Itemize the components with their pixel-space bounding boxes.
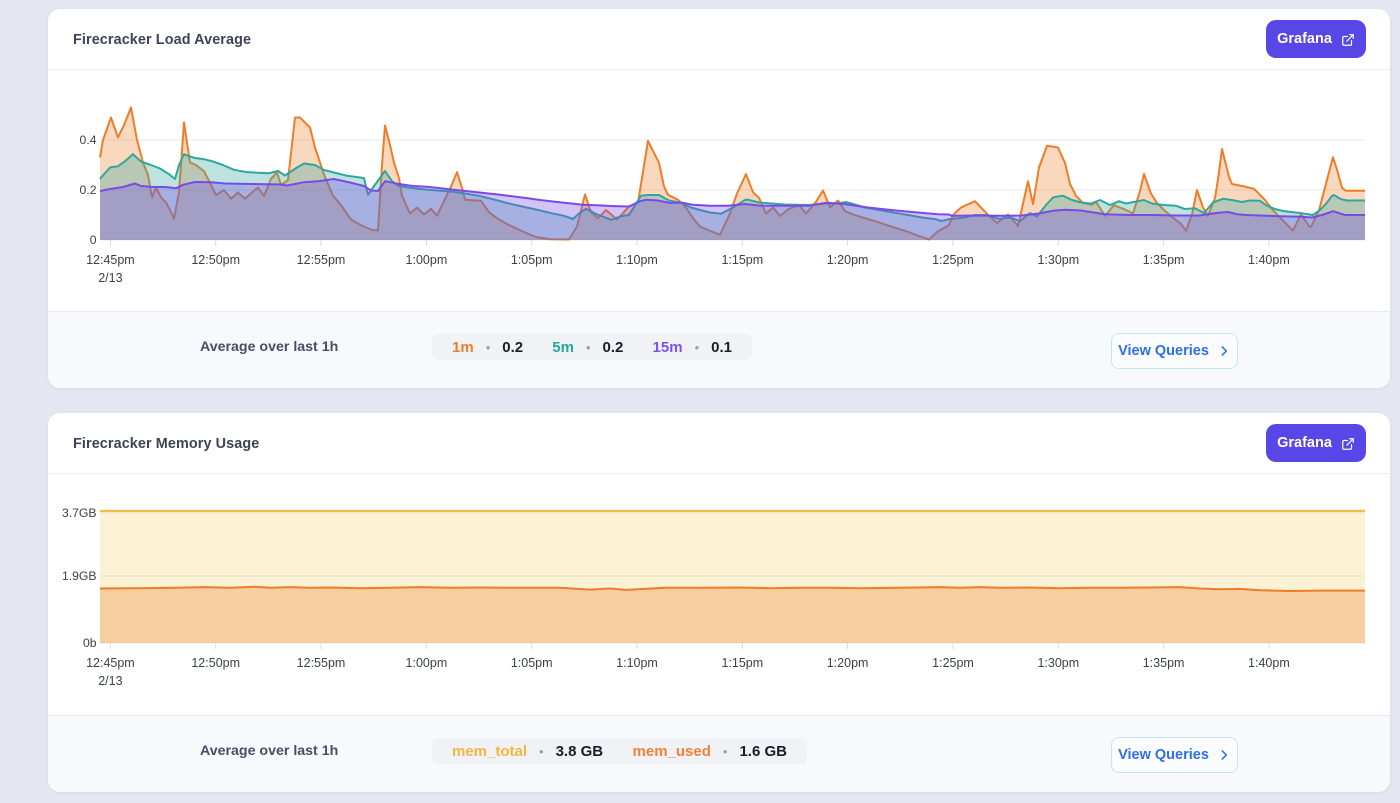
- svg-text:0b: 0b: [83, 636, 97, 650]
- svg-text:12:45pm: 12:45pm: [86, 253, 135, 267]
- svg-text:12:55pm: 12:55pm: [297, 656, 346, 670]
- svg-text:3.7GB: 3.7GB: [62, 506, 97, 520]
- svg-text:1:00pm: 1:00pm: [406, 656, 448, 670]
- svg-text:1:30pm: 1:30pm: [1037, 253, 1079, 267]
- svg-text:1.9GB: 1.9GB: [62, 569, 97, 583]
- svg-text:1:40pm: 1:40pm: [1248, 656, 1290, 670]
- svg-text:1:15pm: 1:15pm: [721, 656, 763, 670]
- svg-text:1:15pm: 1:15pm: [721, 253, 763, 267]
- svg-text:12:50pm: 12:50pm: [191, 253, 240, 267]
- svg-text:1:35pm: 1:35pm: [1143, 253, 1185, 267]
- svg-text:1:30pm: 1:30pm: [1037, 656, 1079, 670]
- svg-text:2/13: 2/13: [98, 271, 122, 285]
- svg-text:0.2: 0.2: [80, 183, 97, 197]
- svg-text:2/13: 2/13: [98, 674, 122, 688]
- svg-text:1:25pm: 1:25pm: [932, 656, 974, 670]
- svg-text:12:50pm: 12:50pm: [191, 656, 240, 670]
- svg-text:1:05pm: 1:05pm: [511, 656, 553, 670]
- svg-text:1:00pm: 1:00pm: [406, 253, 448, 267]
- svg-text:1:40pm: 1:40pm: [1248, 253, 1290, 267]
- svg-text:0.4: 0.4: [80, 133, 97, 147]
- svg-text:0: 0: [90, 233, 97, 247]
- svg-text:1:20pm: 1:20pm: [827, 253, 869, 267]
- svg-text:1:25pm: 1:25pm: [932, 253, 974, 267]
- svg-text:1:10pm: 1:10pm: [616, 656, 658, 670]
- svg-text:12:45pm: 12:45pm: [86, 656, 135, 670]
- svg-text:1:05pm: 1:05pm: [511, 253, 553, 267]
- svg-text:1:20pm: 1:20pm: [827, 656, 869, 670]
- svg-text:1:10pm: 1:10pm: [616, 253, 658, 267]
- svg-text:12:55pm: 12:55pm: [297, 253, 346, 267]
- svg-text:1:35pm: 1:35pm: [1143, 656, 1185, 670]
